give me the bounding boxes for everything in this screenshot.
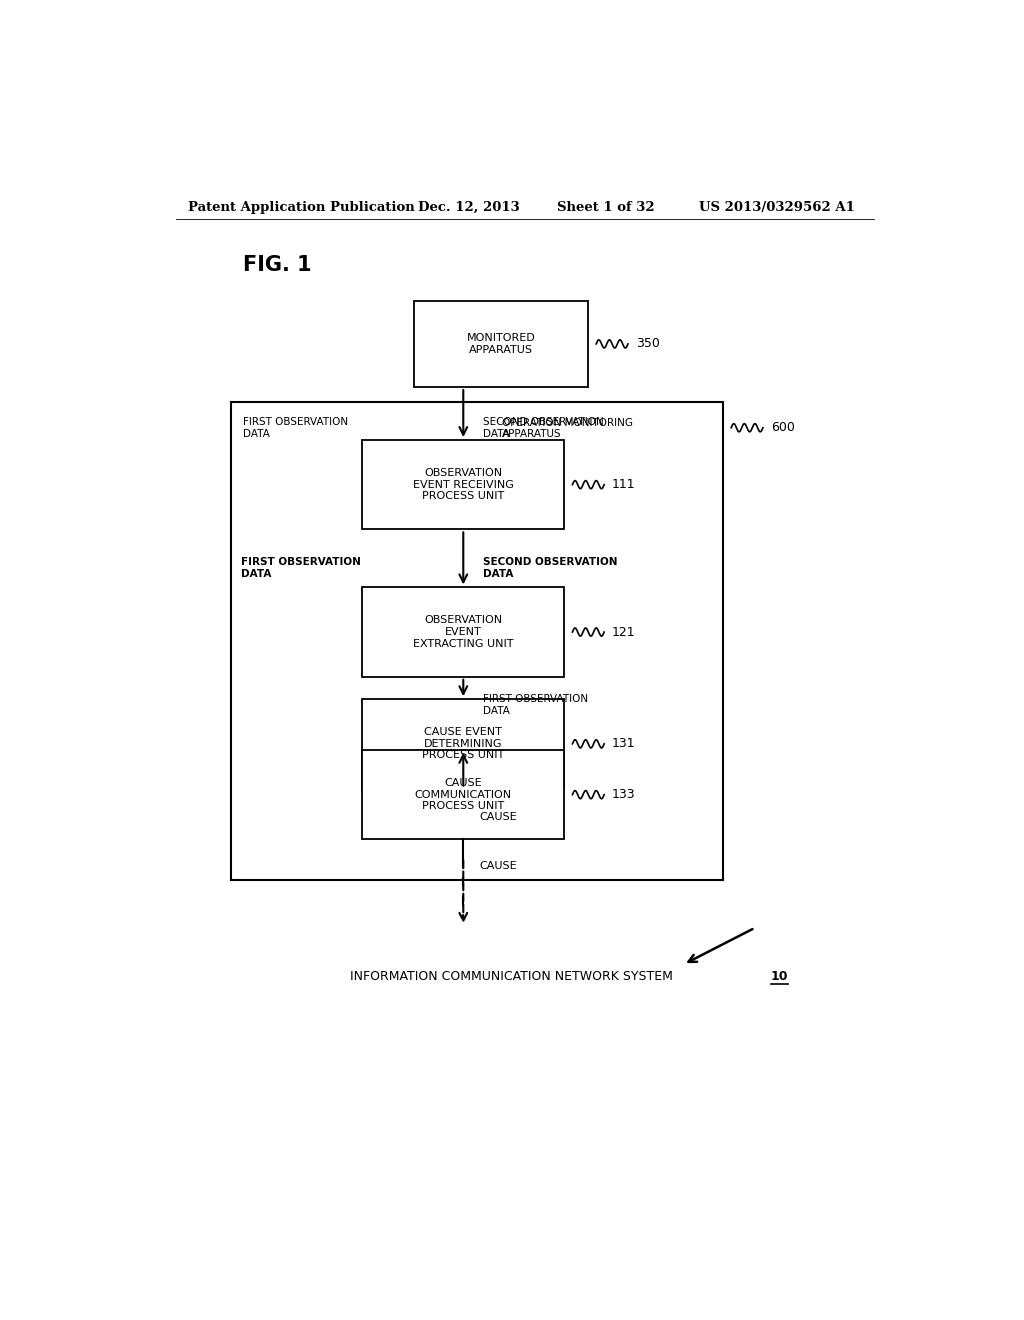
Text: 600: 600 bbox=[771, 421, 795, 434]
Text: 133: 133 bbox=[612, 788, 636, 801]
Text: 121: 121 bbox=[612, 626, 636, 639]
Text: INFORMATION COMMUNICATION NETWORK SYSTEM: INFORMATION COMMUNICATION NETWORK SYSTEM bbox=[350, 970, 673, 983]
Text: SECOND OBSERVATION
DATA: SECOND OBSERVATION DATA bbox=[483, 417, 604, 438]
Bar bbox=[362, 750, 564, 840]
Text: CAUSE EVENT
DETERMINING
PROCESS UNIT: CAUSE EVENT DETERMINING PROCESS UNIT bbox=[422, 727, 505, 760]
Text: 131: 131 bbox=[612, 738, 636, 750]
Text: CAUSE: CAUSE bbox=[479, 861, 517, 871]
Text: CAUSE: CAUSE bbox=[479, 812, 517, 822]
Text: FIRST OBSERVATION
DATA: FIRST OBSERVATION DATA bbox=[483, 694, 588, 715]
Text: FIG. 1: FIG. 1 bbox=[243, 255, 311, 275]
Text: 111: 111 bbox=[612, 478, 636, 491]
Bar bbox=[231, 403, 723, 880]
Text: US 2013/0329562 A1: US 2013/0329562 A1 bbox=[699, 201, 855, 214]
Text: SECOND OBSERVATION
DATA: SECOND OBSERVATION DATA bbox=[483, 557, 617, 578]
Text: OBSERVATION
EVENT
EXTRACTING UNIT: OBSERVATION EVENT EXTRACTING UNIT bbox=[413, 615, 514, 648]
Text: Dec. 12, 2013: Dec. 12, 2013 bbox=[418, 201, 519, 214]
Text: CAUSE
COMMUNICATION
PROCESS UNIT: CAUSE COMMUNICATION PROCESS UNIT bbox=[415, 777, 512, 812]
Text: FIRST OBSERVATION
DATA: FIRST OBSERVATION DATA bbox=[243, 417, 348, 438]
Bar bbox=[362, 700, 564, 788]
Text: MONITORED
APPARATUS: MONITORED APPARATUS bbox=[467, 333, 536, 355]
Text: 350: 350 bbox=[636, 338, 659, 350]
Text: FIRST OBSERVATION
DATA: FIRST OBSERVATION DATA bbox=[241, 557, 360, 578]
Bar bbox=[362, 440, 564, 529]
Bar bbox=[362, 587, 564, 677]
Bar bbox=[414, 301, 588, 387]
Text: 10: 10 bbox=[771, 970, 788, 983]
Text: OPERATION MONITORING
APPARATUS: OPERATION MONITORING APPARATUS bbox=[502, 417, 633, 440]
Text: OBSERVATION
EVENT RECEIVING
PROCESS UNIT: OBSERVATION EVENT RECEIVING PROCESS UNIT bbox=[413, 469, 514, 502]
Text: Sheet 1 of 32: Sheet 1 of 32 bbox=[557, 201, 654, 214]
Text: Patent Application Publication: Patent Application Publication bbox=[187, 201, 415, 214]
